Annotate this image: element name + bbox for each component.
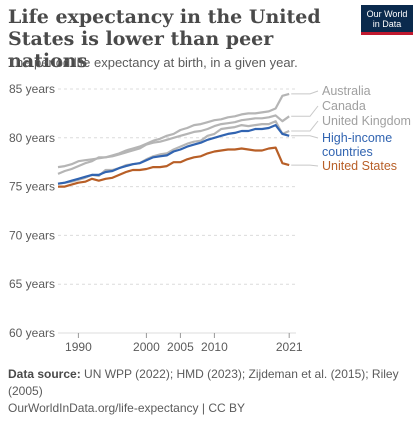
x-tick-label: 2000 — [133, 340, 160, 354]
x-tick-label: 2005 — [167, 340, 194, 354]
y-tick-label: 70 years — [9, 228, 55, 242]
series-line-united-states — [58, 148, 289, 187]
y-tick-label: 80 years — [9, 131, 55, 145]
x-tick-label: 2021 — [276, 340, 303, 354]
series-label: United States — [322, 159, 397, 173]
chart-footer: Data source: UN WPP (2022); HMD (2023); … — [8, 366, 408, 417]
series-line-canada — [58, 115, 289, 167]
y-tick-label: 85 years — [9, 82, 55, 96]
series-label: Australia — [322, 84, 371, 98]
x-tick-label: 2010 — [201, 340, 228, 354]
data-source: Data source: UN WPP (2022); HMD (2023); … — [8, 366, 408, 400]
label-connector — [291, 121, 318, 131]
source-url[interactable]: OurWorldInData.org/life-expectancy | CC … — [8, 400, 408, 417]
label-connector — [291, 106, 318, 116]
series-label: United Kingdom — [322, 114, 411, 128]
label-connector — [291, 165, 318, 166]
y-tick-label: 65 years — [9, 277, 55, 291]
series-label: Canada — [322, 99, 366, 113]
y-tick-label: 75 years — [9, 180, 55, 194]
label-connector — [291, 136, 318, 138]
series-label: High-income countries — [322, 131, 392, 159]
y-tick-label: 60 years — [9, 326, 55, 340]
line-chart: 60 years 65 years 70 years 75 years 80 years… — [0, 0, 419, 360]
data-source-label: Data source: — [8, 367, 81, 381]
label-connector — [291, 91, 318, 94]
x-tick-label: 1990 — [65, 340, 92, 354]
